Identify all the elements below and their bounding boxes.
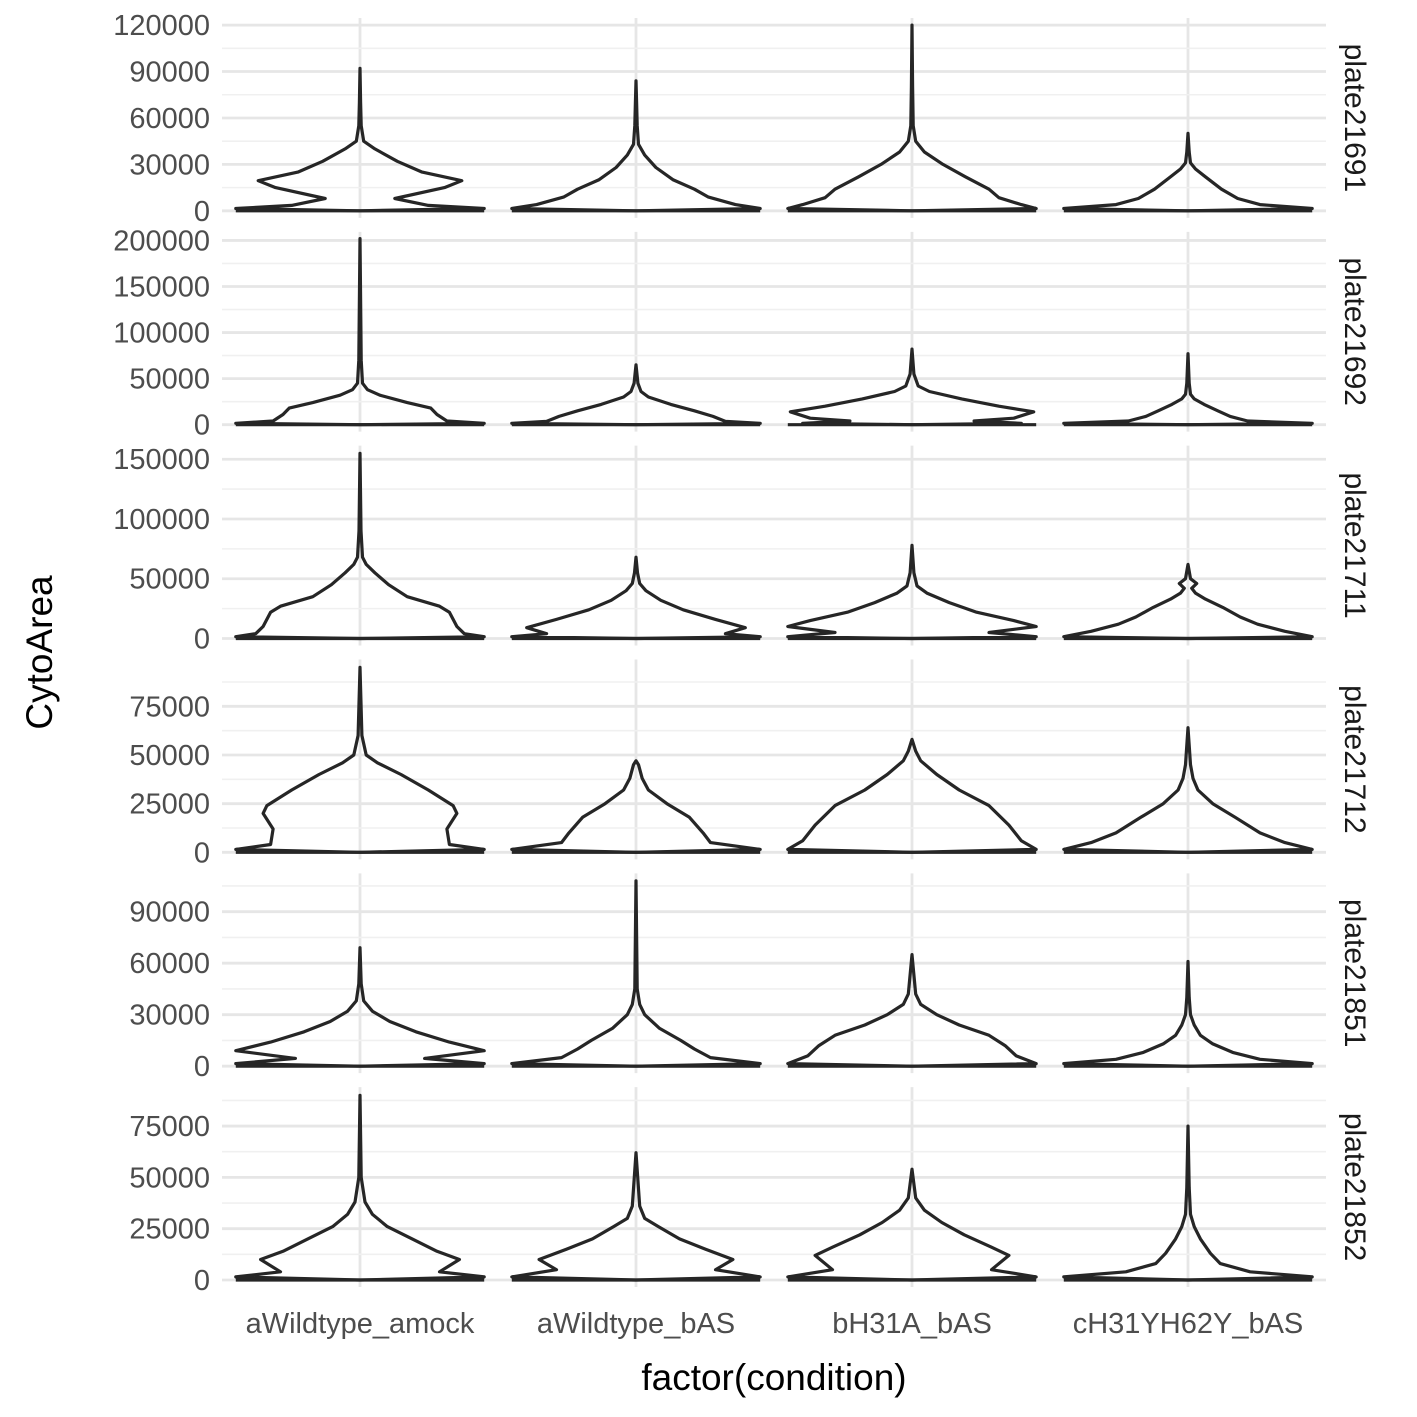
y-tick-label: 75000 [129, 691, 210, 723]
facet-strip-label: plate21691 [1338, 44, 1371, 192]
y-tick-label: 90000 [129, 57, 210, 89]
violin-aWildtype_bAS-plate21851 [510, 879, 762, 1068]
violin-bH31A_bAS-plate21711 [786, 543, 1038, 641]
x-axis-tick-labels: aWildtype_amock aWildtype_bAS bH31A_bAS cH3… [246, 1308, 1304, 1340]
violin-cH31YH62Y_bAS-plate21691 [1062, 131, 1314, 213]
panel-plate21692: 0 50000 100000 150000 200000 plate21692 [113, 225, 1371, 441]
y-tick-label: 30000 [129, 1000, 210, 1032]
y-tick-label: 50000 [129, 564, 210, 596]
violin-cH31YH62Y_bAS-plate21851 [1062, 959, 1314, 1068]
violin-aWildtype_amock-plate21692 [234, 237, 486, 427]
y-tick-label: 50000 [129, 364, 210, 396]
y-tick-label: 150000 [113, 444, 210, 476]
facet-strip-label: plate21712 [1338, 685, 1371, 833]
panel-plate21712: 0 25000 50000 75000 plate21712 [129, 659, 1371, 869]
y-tick-label: 0 [194, 837, 210, 869]
y-tick-label: 25000 [129, 1214, 210, 1246]
y-tick-label: 0 [194, 1051, 210, 1083]
y-tick-label: 0 [194, 1265, 210, 1297]
y-tick-label: 75000 [129, 1111, 210, 1143]
facet-strip-label: plate21711 [1338, 472, 1371, 618]
violin-aWildtype_bAS-plate21712 [510, 759, 762, 854]
y-tick-label: 120000 [113, 10, 210, 42]
violin-bH31A_bAS-plate21712 [786, 737, 1038, 854]
panel-plate21851: 0 30000 60000 90000 plate21851 [129, 873, 1371, 1083]
y-tick-label: 25000 [129, 789, 210, 821]
panel-plate21691: 0 30000 60000 90000 120000 plate21691 [113, 10, 1371, 228]
x-tick-label: aWildtype_bAS [537, 1308, 735, 1340]
y-tick-label: 60000 [129, 948, 210, 980]
y-tick-label: 50000 [129, 740, 210, 772]
x-axis-title: factor(condition) [641, 1357, 906, 1398]
y-tick-label: 50000 [129, 1162, 210, 1194]
violin-cH31YH62Y_bAS-plate21852 [1062, 1124, 1314, 1282]
y-tick-label: 0 [194, 410, 210, 442]
violin-cH31YH62Y_bAS-plate21712 [1062, 726, 1314, 854]
x-tick-label: aWildtype_amock [246, 1308, 475, 1340]
violin-aWildtype_bAS-plate21711 [510, 555, 762, 641]
violin-aWildtype_amock-plate21711 [234, 451, 486, 641]
violin-bH31A_bAS-plate21852 [786, 1167, 1038, 1282]
y-tick-label: 60000 [129, 103, 210, 135]
violin-aWildtype_bAS-plate21692 [510, 363, 762, 427]
facet-strip-label: plate21851 [1338, 899, 1371, 1047]
violin-aWildtype_bAS-plate21852 [510, 1151, 762, 1282]
y-tick-label: 0 [194, 196, 210, 228]
violin-bH31A_bAS-plate21851 [786, 953, 1038, 1068]
y-tick-label: 150000 [113, 271, 210, 303]
x-tick-label: cH31YH62Y_bAS [1073, 1308, 1304, 1340]
y-tick-label: 0 [194, 624, 210, 656]
y-axis-title: CytoArea [19, 575, 60, 730]
violin-cH31YH62Y_bAS-plate21711 [1062, 562, 1314, 641]
y-tick-label: 200000 [113, 225, 210, 257]
violin-aWildtype_amock-plate21691 [234, 66, 486, 213]
facet-strip-label: plate21692 [1338, 258, 1371, 406]
violin-aWildtype_bAS-plate21691 [510, 79, 762, 213]
y-tick-label: 30000 [129, 149, 210, 181]
x-tick-label: bH31A_bAS [832, 1308, 992, 1340]
violin-aWildtype_amock-plate21852 [234, 1093, 486, 1282]
panel-plate21711: 0 50000 100000 150000 plate21711 [113, 444, 1371, 655]
violin-aWildtype_amock-plate21851 [234, 946, 486, 1068]
violin-bH31A_bAS-plate21691 [786, 23, 1038, 213]
y-tick-label: 100000 [113, 318, 210, 350]
panel-plate21852: 0 25000 50000 75000 plate21852 [129, 1087, 1371, 1297]
violin-cH31YH62Y_bAS-plate21692 [1062, 352, 1314, 427]
violin-aWildtype_amock-plate21712 [234, 665, 486, 854]
violin-bH31A_bAS-plate21692 [788, 347, 1036, 427]
facet-strip-label: plate21852 [1338, 1113, 1371, 1261]
chart-panels: 0 30000 60000 90000 120000 plate21691 0 50000 10… [113, 10, 1371, 1297]
y-tick-label: 90000 [129, 897, 210, 929]
y-tick-label: 100000 [113, 504, 210, 536]
